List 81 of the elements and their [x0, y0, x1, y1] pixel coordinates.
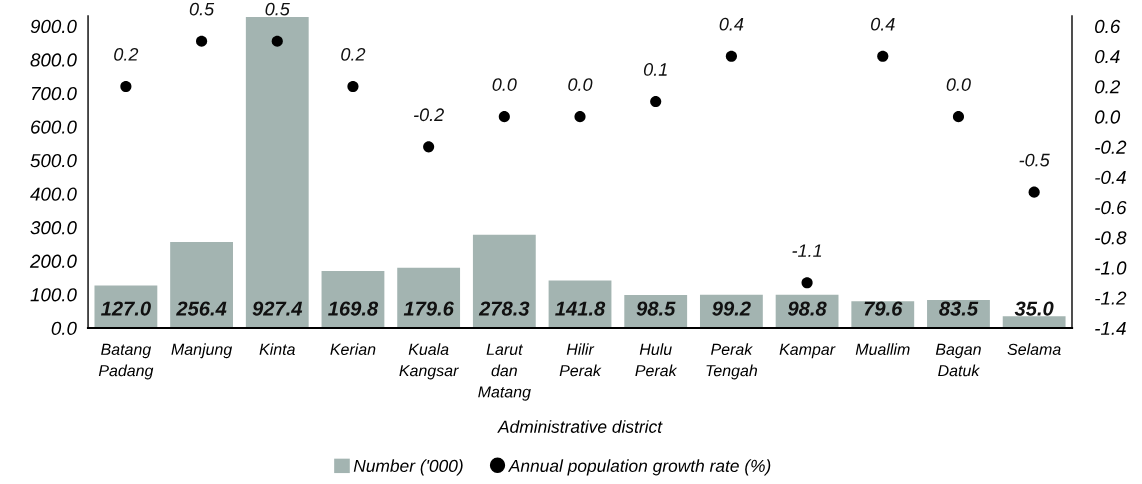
- point: [574, 111, 586, 123]
- data-label: 0.0: [568, 78, 593, 91]
- bar: [170, 241, 233, 329]
- point: [347, 80, 359, 93]
- point: [801, 277, 813, 289]
- data-label: 127.0: [101, 301, 151, 316]
- data-label: 141.8: [555, 301, 606, 316]
- data-label: 79.6: [864, 301, 903, 316]
- y2-tick-label: -0.8: [1095, 231, 1127, 245]
- point: [1028, 186, 1040, 198]
- point: [952, 111, 965, 123]
- y2-tick-label: -1.2: [1095, 291, 1127, 305]
- data-label: 83.5: [939, 301, 979, 316]
- y-tick-label: 200.0: [29, 254, 77, 268]
- y-tick-label: 600.0: [31, 120, 77, 134]
- y-tick-label: 900.0: [30, 19, 77, 34]
- y2-tick-label: -0.4: [1095, 170, 1126, 185]
- x-tick-label: Kinta: [259, 343, 295, 356]
- legend-label: Annual population growth rate (%): [507, 459, 771, 476]
- y2-tick-label: 0.0: [1095, 110, 1121, 124]
- x-tick-label: Kuala Kangsar: [399, 343, 459, 380]
- x-axis-title: Administrative district: [497, 420, 663, 433]
- data-label: 278.3: [478, 301, 530, 316]
- data-label: -0.5: [1019, 153, 1050, 167]
- x-tick-label: Hulu Perak: [635, 343, 678, 377]
- data-label: 0.2: [114, 47, 139, 61]
- y-tick-label: 300.0: [30, 221, 77, 235]
- data-label: 169.8: [328, 301, 379, 316]
- bar: [1002, 316, 1066, 329]
- data-label: 99.2: [712, 301, 751, 316]
- data-label: 179.6: [403, 301, 454, 316]
- y2-tick-label: -1.4: [1095, 321, 1126, 335]
- data-label: -0.2: [414, 108, 444, 122]
- x-tick-label: Bagan Datuk: [935, 343, 981, 377]
- point: [196, 35, 208, 47]
- y2-tick-label: -0.6: [1095, 200, 1127, 215]
- data-label: 0.4: [719, 17, 744, 31]
- legend-label: Number ('000): [353, 459, 463, 476]
- data-label: 0.5: [265, 2, 290, 16]
- bar: [245, 16, 309, 329]
- y-tick-label: 700.0: [31, 86, 77, 101]
- y2-tick-label: 0.4: [1095, 49, 1120, 64]
- x-tick-label: Hilir Perak: [559, 343, 602, 377]
- bar: [472, 234, 536, 329]
- point: [271, 35, 283, 47]
- x-tick-label: Kampar: [779, 343, 836, 359]
- x-tick-label: Kerian: [330, 343, 376, 356]
- data-label: 927.4: [252, 301, 303, 316]
- data-label: 256.4: [176, 301, 227, 316]
- data-label: 0.0: [492, 78, 517, 91]
- y2-tick-label: -1.0: [1095, 261, 1127, 275]
- data-label: 0.5: [189, 2, 215, 16]
- y-tick-label: 800.0: [30, 53, 77, 67]
- x-tick-label: Manjung: [171, 343, 233, 359]
- point: [877, 50, 889, 62]
- x-tick-label: Muallim: [855, 343, 910, 356]
- y2-tick-label: 0.6: [1095, 19, 1121, 34]
- point: [650, 96, 662, 108]
- data-label: 0.2: [341, 47, 366, 61]
- point: [423, 141, 435, 153]
- x-tick-label: Batang Padang: [98, 343, 154, 380]
- y2-tick-label: 0.2: [1095, 80, 1121, 94]
- y2-tick-label: -0.2: [1095, 140, 1127, 154]
- data-label: 35.0: [1014, 301, 1054, 316]
- bar: [397, 267, 461, 329]
- y-tick-label: 0.0: [51, 321, 77, 335]
- point: [120, 80, 132, 93]
- x-tick-label: Selama: [1007, 343, 1061, 356]
- data-label: 0.4: [871, 17, 895, 31]
- data-label: 0.0: [946, 78, 971, 91]
- data-label: -1.1: [792, 244, 822, 257]
- x-tick-label: Larut dan Matang: [478, 343, 531, 401]
- point: [725, 50, 737, 62]
- x-tick-label: Perak Tengah: [706, 343, 758, 380]
- data-label: 98.8: [787, 301, 827, 316]
- data-label: 98.5: [636, 301, 676, 316]
- y-tick-label: 500.0: [30, 153, 77, 168]
- point: [498, 111, 510, 123]
- y-tick-label: 400.0: [30, 187, 77, 201]
- data-label: 0.1: [643, 63, 667, 76]
- y-tick-label: 100.0: [30, 288, 77, 302]
